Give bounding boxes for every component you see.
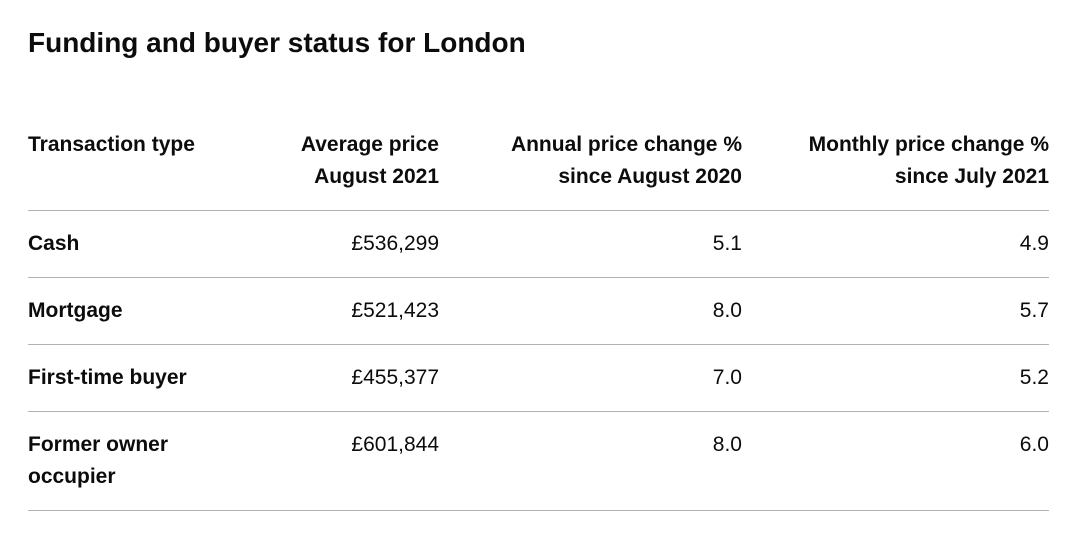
cell-average-price: £521,423 [238, 277, 439, 345]
table-body: Cash £536,299 5.1 4.9 Mortgage £521,423 … [28, 210, 1049, 511]
cell-monthly-change: 4.9 [742, 210, 1049, 278]
header-monthly-change-line-2: since July 2021 [894, 165, 1049, 188]
cell-annual-change: 8.0 [439, 277, 742, 345]
table-row: Mortgage £521,423 8.0 5.7 [28, 277, 1049, 345]
cell-monthly-change: 5.2 [742, 344, 1049, 412]
cell-annual-change: 5.1 [439, 210, 742, 278]
header-average-price-line-1: Average price [300, 133, 439, 156]
header-monthly-change: Monthly price change % since July 2021 [742, 120, 1049, 211]
header-average-price-line-2: August 2021 [314, 165, 439, 188]
cell-monthly-change: 6.0 [742, 411, 1049, 511]
funding-buyer-status-table: Transaction type Average price August 20… [28, 120, 1049, 511]
cell-average-price: £455,377 [238, 344, 439, 412]
table-row: First-time buyer £455,377 7.0 5.2 [28, 344, 1049, 412]
cell-transaction-type: Cash [28, 210, 238, 278]
cell-monthly-change: 5.7 [742, 277, 1049, 345]
page-title: Funding and buyer status for London [28, 27, 526, 58]
header-annual-change-line-1: Annual price change % [510, 133, 742, 156]
cell-transaction-type: First-time buyer [28, 344, 238, 412]
cell-annual-change: 8.0 [439, 411, 742, 511]
cell-average-price: £536,299 [238, 210, 439, 278]
header-transaction-type-label: Transaction type [28, 133, 195, 156]
table-row: Former owner occupier £601,844 8.0 6.0 [28, 411, 1049, 511]
table-header-row: Transaction type Average price August 20… [28, 120, 1049, 211]
header-average-price: Average price August 2021 [238, 120, 439, 211]
header-annual-change-line-2: since August 2020 [558, 165, 742, 188]
cell-average-price: £601,844 [238, 411, 439, 511]
table-row: Cash £536,299 5.1 4.9 [28, 210, 1049, 278]
cell-annual-change: 7.0 [439, 344, 742, 412]
table-header: Transaction type Average price August 20… [28, 120, 1049, 211]
header-transaction-type: Transaction type [28, 120, 238, 211]
cell-transaction-type: Mortgage [28, 277, 238, 345]
header-monthly-change-line-1: Monthly price change % [808, 133, 1049, 156]
cell-transaction-type: Former owner occupier [28, 411, 238, 511]
header-annual-change: Annual price change % since August 2020 [439, 120, 742, 211]
